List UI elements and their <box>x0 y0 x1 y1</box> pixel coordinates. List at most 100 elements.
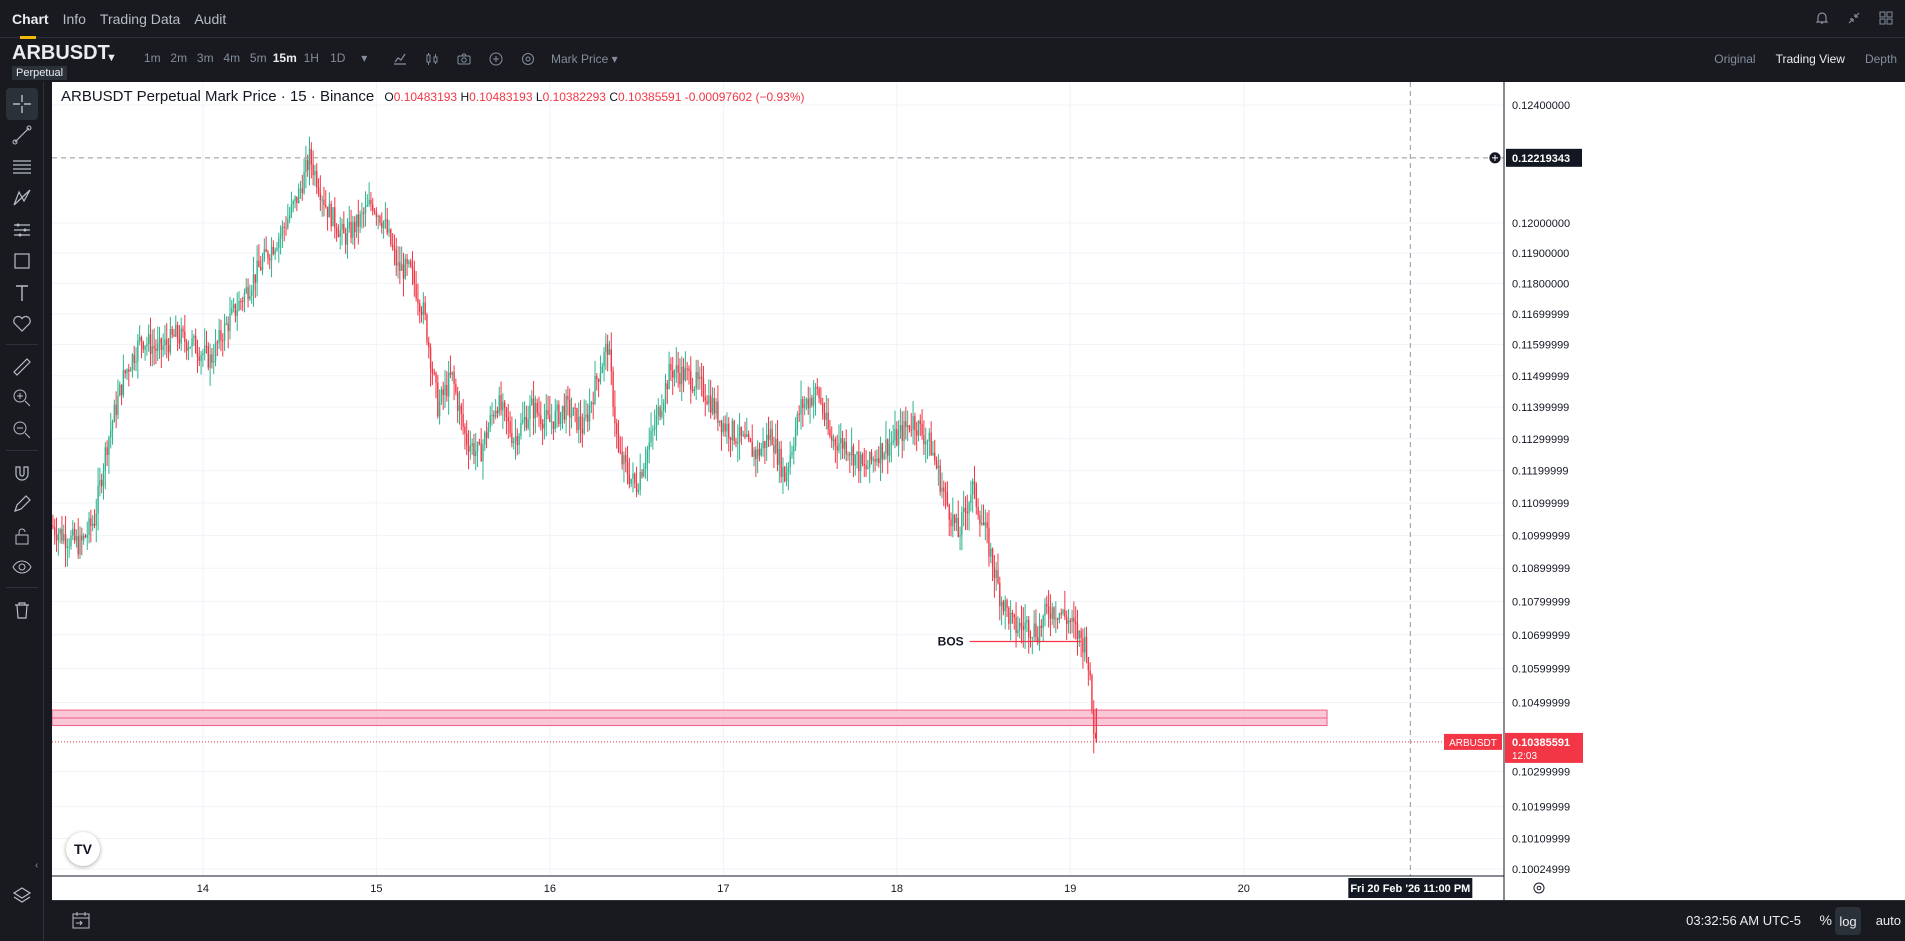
candle-body <box>659 407 661 417</box>
candle <box>390 228 392 248</box>
candle <box>205 330 208 354</box>
pattern-tool-icon[interactable] <box>6 182 38 214</box>
candle-body <box>478 442 481 444</box>
tab-trading-data[interactable]: Trading Data <box>99 10 181 27</box>
collapse-sidebar-icon[interactable]: ‹ <box>35 860 39 871</box>
candle <box>690 356 692 404</box>
trash-icon[interactable] <box>6 594 38 626</box>
candle <box>673 369 676 387</box>
zoom-in-icon[interactable] <box>6 382 38 414</box>
shrink-icon[interactable] <box>1845 9 1863 27</box>
candle-body <box>664 383 667 403</box>
candle <box>843 438 846 460</box>
zoom-out-icon[interactable] <box>6 414 38 446</box>
lock-icon[interactable] <box>6 520 38 552</box>
candle <box>299 180 302 199</box>
layers-icon[interactable] <box>6 880 38 912</box>
text-tool-icon[interactable] <box>6 277 38 309</box>
candle <box>505 406 508 435</box>
tab-audit[interactable]: Audit <box>194 10 227 27</box>
candle-body <box>614 406 616 424</box>
candle <box>887 438 889 475</box>
candle <box>355 214 358 238</box>
candle <box>628 457 631 489</box>
candle <box>456 386 459 423</box>
grid-icon[interactable] <box>1877 9 1895 27</box>
interval-1m[interactable]: 1m <box>143 51 161 65</box>
candle-body <box>194 335 197 354</box>
tab-chart[interactable]: Chart <box>12 10 49 39</box>
trend-line-icon[interactable] <box>6 119 38 151</box>
bell-icon[interactable] <box>1813 9 1831 27</box>
ruler-icon[interactable] <box>6 351 38 383</box>
candle-body <box>901 425 903 441</box>
candle <box>626 446 629 485</box>
candle-body <box>137 340 139 362</box>
camera-icon[interactable] <box>454 49 474 69</box>
view-trading-view[interactable]: Trading View <box>1775 52 1845 66</box>
candle-body <box>359 214 361 227</box>
candle <box>182 325 184 338</box>
add-alert-icon[interactable] <box>486 49 506 69</box>
candle-style-icon[interactable] <box>422 49 442 69</box>
interval-5m[interactable]: 5m <box>249 51 267 65</box>
candle-body <box>831 436 833 441</box>
candle <box>122 354 125 398</box>
chart-svg[interactable]: BOS 0.12400000 0.12000000 0.11900000 0.11800… <box>52 82 1905 900</box>
candle <box>558 400 560 427</box>
candle <box>386 207 388 236</box>
prediction-tool-icon[interactable] <box>6 214 38 246</box>
candle <box>160 337 163 369</box>
candle <box>894 410 896 449</box>
candle-body <box>119 384 121 396</box>
crosshair-tool-icon[interactable] <box>6 88 38 120</box>
price-type-select[interactable]: Mark Price ▾ <box>551 52 618 66</box>
candle <box>493 410 495 424</box>
interval-1d[interactable]: 1D <box>330 51 346 65</box>
candle <box>829 419 831 439</box>
candle <box>133 345 135 371</box>
interval-1h[interactable]: 1H <box>303 51 319 65</box>
crosshair-price-label: 0.12219343 <box>1512 153 1570 165</box>
candle <box>489 405 491 433</box>
candle-body <box>682 366 685 381</box>
stay-in-drawing-mode-icon[interactable] <box>6 488 38 520</box>
symbol-name[interactable]: ARBUSDT <box>12 42 110 64</box>
candle <box>572 407 575 417</box>
candle-body <box>905 421 907 428</box>
interval-2m[interactable]: 2m <box>170 51 188 65</box>
percent-scale-toggle[interactable]: % <box>1819 912 1832 928</box>
candle <box>328 192 331 218</box>
tradingview-logo[interactable]: TV <box>66 832 100 866</box>
view-original[interactable]: Original <box>1714 52 1756 66</box>
candle <box>278 232 280 263</box>
indicators-icon[interactable] <box>390 49 410 69</box>
settings-icon[interactable] <box>518 49 538 69</box>
candle <box>822 397 824 420</box>
candle <box>90 509 92 543</box>
chart-pane[interactable]: BOS 0.12400000 0.12000000 0.11900000 0.11800… <box>52 82 1905 900</box>
shape-tool-icon[interactable] <box>6 245 38 277</box>
candle-body <box>728 423 730 438</box>
candle-body <box>773 445 775 453</box>
interval-15m[interactable]: 15m <box>272 51 297 65</box>
more-intervals-icon[interactable]: ▾ <box>361 51 368 65</box>
eye-icon[interactable] <box>6 551 38 583</box>
auto-scale-toggle[interactable]: auto <box>1875 913 1901 928</box>
magnet-icon[interactable] <box>6 457 38 489</box>
fib-retracement-icon[interactable] <box>6 151 38 183</box>
candle <box>540 401 542 431</box>
interval-4m[interactable]: 4m <box>223 51 241 65</box>
symbol-dropdown-icon[interactable]: ▼ <box>106 52 117 64</box>
candle <box>73 522 76 544</box>
interval-3m[interactable]: 3m <box>196 51 214 65</box>
tab-info[interactable]: Info <box>62 10 86 27</box>
heart-icon[interactable] <box>6 308 38 340</box>
candle-body <box>921 423 923 436</box>
view-depth[interactable]: Depth <box>1864 52 1897 66</box>
candle <box>473 433 475 464</box>
candle <box>711 387 714 416</box>
candle-body <box>328 203 331 218</box>
go-to-date-icon[interactable] <box>70 911 92 931</box>
log-scale-toggle[interactable]: log <box>1835 907 1861 935</box>
